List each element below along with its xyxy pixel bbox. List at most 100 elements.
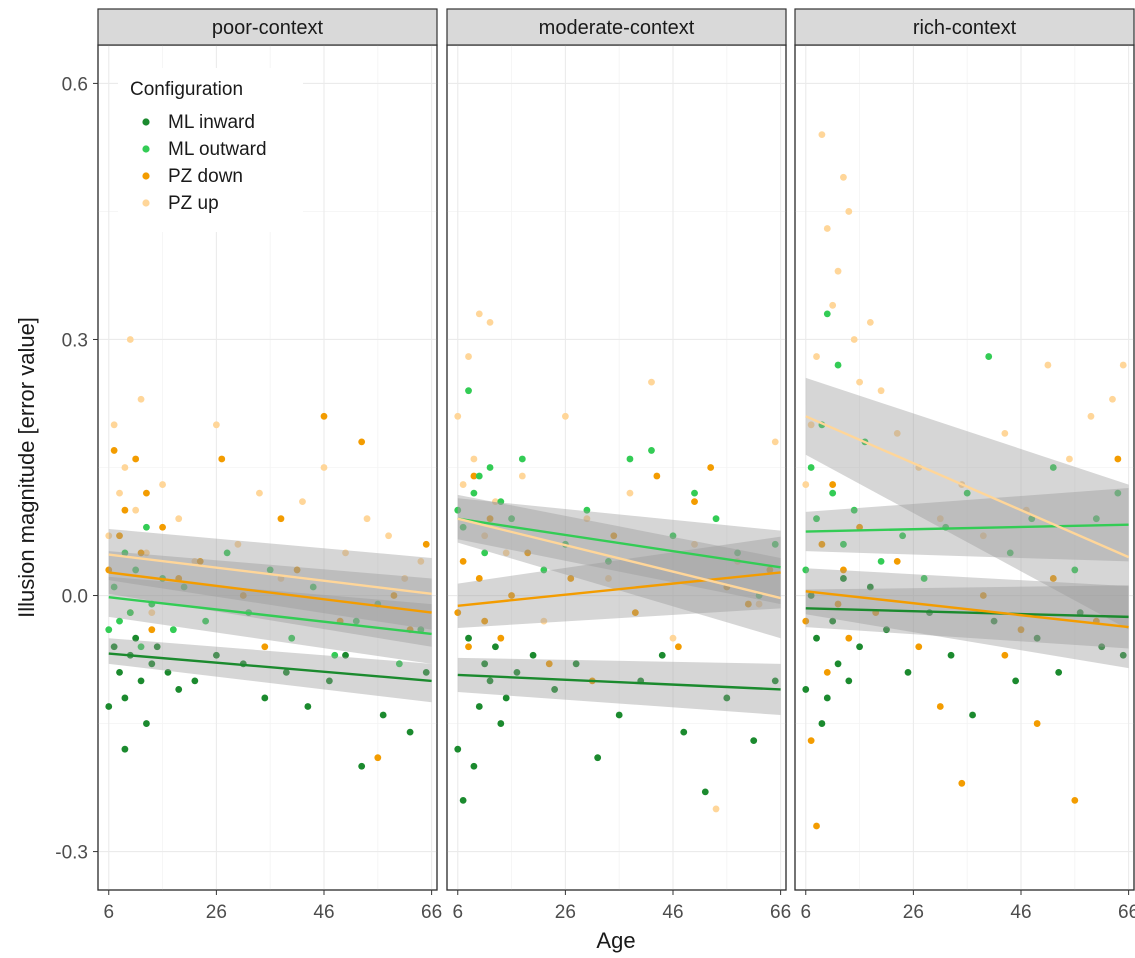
confidence-band — [805, 377, 1129, 630]
data-point — [990, 617, 998, 625]
data-point — [893, 557, 901, 565]
data-point — [1076, 609, 1084, 617]
data-point — [454, 745, 462, 753]
data-point — [920, 575, 928, 582]
data-point — [1119, 361, 1127, 369]
data-point — [110, 447, 118, 454]
data-point — [594, 754, 602, 762]
data-point — [454, 412, 462, 420]
data-point — [648, 378, 655, 386]
data-point — [159, 523, 166, 531]
data-point — [164, 668, 172, 676]
data-point — [947, 651, 955, 659]
data-point — [212, 651, 220, 659]
data-point — [712, 805, 720, 813]
data-point — [277, 515, 285, 523]
data-point — [261, 694, 269, 702]
data-point — [1092, 515, 1100, 523]
data-point — [583, 515, 591, 523]
data-point — [110, 421, 118, 429]
data-point — [417, 557, 425, 565]
data-point — [492, 498, 499, 506]
data-point — [605, 557, 612, 565]
data-point — [143, 549, 150, 557]
x-tick-label: 66 — [421, 902, 442, 923]
data-point — [126, 609, 134, 617]
data-point — [191, 677, 199, 685]
confidence-band — [108, 528, 432, 630]
data-point — [508, 515, 515, 523]
x-tick-label: 6 — [103, 902, 114, 923]
data-point — [169, 626, 177, 634]
data-point — [813, 353, 820, 360]
data-point — [121, 549, 129, 557]
x-tick-label: 6 — [452, 902, 463, 923]
data-point — [320, 412, 328, 420]
data-point — [406, 728, 414, 736]
data-point — [180, 583, 188, 591]
data-point — [401, 575, 409, 582]
data-point — [358, 438, 366, 446]
data-point — [497, 498, 505, 506]
data-point — [513, 668, 521, 676]
data-point — [459, 557, 467, 565]
data-point — [653, 472, 661, 480]
data-point — [658, 651, 666, 659]
data-point — [105, 703, 113, 710]
data-point — [1114, 489, 1122, 497]
data-point — [915, 643, 923, 651]
data-point — [132, 566, 140, 574]
data-point — [1071, 566, 1079, 574]
data-point — [465, 387, 472, 395]
data-point — [459, 796, 467, 804]
data-point — [475, 472, 483, 480]
data-point — [116, 617, 123, 625]
data-point — [802, 686, 810, 693]
data-point — [374, 754, 382, 762]
trend-line — [108, 571, 432, 614]
data-point — [691, 489, 698, 497]
data-point — [126, 336, 134, 343]
data-point — [465, 353, 472, 360]
data-point — [771, 438, 779, 446]
data-point — [1012, 677, 1020, 685]
data-point — [866, 583, 874, 591]
data-point — [771, 540, 779, 548]
confidence-band — [805, 487, 1129, 562]
data-point — [1098, 643, 1106, 651]
data-point — [116, 668, 123, 676]
trend-line — [805, 607, 1129, 619]
data-point — [823, 310, 831, 318]
data-point — [470, 762, 478, 770]
data-point — [834, 361, 842, 369]
legend-key-pz-up — [142, 199, 150, 207]
x-tick-label: 26 — [903, 902, 924, 923]
data-point — [877, 387, 885, 395]
data-point — [551, 686, 559, 693]
x-tick-label: 46 — [313, 902, 334, 923]
data-point — [979, 532, 987, 540]
trend-line — [805, 590, 1129, 629]
data-point — [529, 651, 537, 659]
data-point — [1001, 651, 1009, 659]
trend-line — [457, 571, 781, 607]
y-axis-title: Illusion magnitude [error value] — [14, 317, 39, 618]
data-point — [818, 540, 826, 548]
data-point — [969, 711, 976, 719]
data-point — [385, 532, 392, 540]
data-point — [159, 481, 166, 488]
data-point — [561, 412, 569, 420]
data-point — [137, 677, 145, 685]
data-point — [572, 660, 580, 668]
data-point — [1066, 455, 1073, 463]
legend-key-pz-down — [142, 172, 150, 180]
data-point — [807, 592, 815, 599]
data-point — [132, 506, 140, 514]
x-tick-label: 6 — [800, 902, 811, 923]
data-point — [807, 464, 815, 471]
y-tick-label: 0.6 — [62, 74, 88, 95]
data-point — [309, 583, 317, 591]
data-point — [422, 540, 430, 548]
data-point — [395, 660, 403, 668]
data-point — [110, 643, 118, 651]
